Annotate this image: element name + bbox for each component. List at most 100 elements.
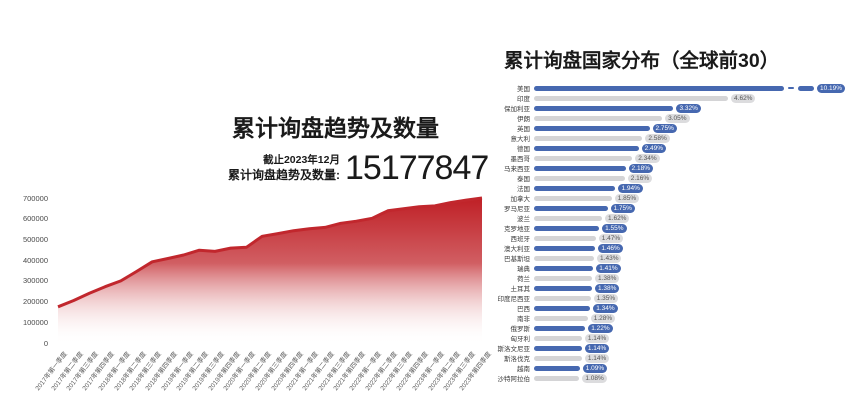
bar [534,365,580,371]
bar [534,205,608,211]
bar-value-badge: 1.46% [598,243,623,253]
bar-value-badge: 1.08% [582,373,607,383]
trend-total-labels: 截止2023年12月 累计询盘趋势及数量: [228,153,340,183]
bar-value-badge: 1.94% [618,183,643,193]
bar [534,105,674,111]
bar-category-label: 英国 [517,126,530,133]
bar-category-label: 克罗地亚 [504,226,530,233]
bar-row: 澳大利亚 1.46% [490,243,852,253]
total-value: 15177847 [345,149,489,187]
bar-category-label: 巴西 [517,306,530,313]
bar-track: 2.58% [534,133,852,143]
bar-row: 斯洛伐克 1.14% [490,353,852,363]
bar-value-badge: 4.62% [731,93,756,103]
bar-category-label: 印度 [517,96,530,103]
bar-category-label: 保加利亚 [504,106,530,113]
bar-row: 法国 1.94% [490,183,852,193]
bar-row: 瑞典 1.41% [490,263,852,273]
bar [534,345,582,351]
bar-track: 2.75% [534,123,852,133]
bar-category-label: 越南 [517,366,530,373]
bar-category-label: 匈牙利 [510,336,531,343]
bar [534,215,603,221]
bar-row: 荷兰 1.38% [490,273,852,283]
bar-value-badge: 1.38% [594,283,620,293]
bar-track: 1.55% [534,223,852,233]
bar-value-badge: 1.34% [593,303,618,313]
bar [534,145,639,151]
bar-track: 1.14% [534,353,852,363]
bar-row: 马来西亚 2.18% [490,163,852,173]
bar-track: 1.38% [534,283,852,293]
bar-track: 1.43% [534,253,852,263]
bar-category-label: 西班牙 [510,236,531,243]
bar-category-label: 法国 [517,186,530,193]
bar-row: 土耳其 1.38% [490,283,852,293]
bar-value-badge: 1.38% [594,273,620,283]
bar-category-label: 波兰 [517,216,530,223]
total-label: 累计询盘趋势及数量: [228,168,340,182]
bar [534,255,595,261]
bar-track: 2.18% [534,163,852,173]
bar-value-badge: 2.58% [645,133,670,143]
bar-row: 波兰 1.62% [490,213,852,223]
bar [534,135,643,141]
bar-category-label: 意大利 [510,136,531,143]
bar-category-label: 墨西哥 [510,156,531,163]
bar-track: 1.35% [534,293,852,303]
bar [534,95,729,101]
trend-chart-title: 累计询盘趋势及数量 [232,115,439,142]
area-fill [58,198,482,343]
bar-value-badge: 3.05% [665,113,690,123]
bar [534,195,612,201]
y-axis-tick-label: 600000 [22,214,48,224]
bar-category-label: 澳大利亚 [504,246,530,253]
bar-category-label: 罗马尼亚 [504,206,530,213]
bar-track: 1.75% [534,203,852,213]
bar-end-segment [798,85,814,91]
bar-value-badge: 1.22% [588,323,613,333]
area-chart-svg [57,196,483,343]
y-axis-tick-label: 100000 [22,317,48,327]
bar-row: 越南 1.09% [490,363,852,373]
bar-row: 美国 10.19% [490,83,852,93]
bar-category-label: 巴基斯坦 [504,256,530,263]
bar-track: 1.09% [534,363,852,373]
bar [534,375,580,381]
bar-row: 巴西 1.34% [490,303,852,313]
bar-row: 意大利 2.58% [490,133,852,143]
area-chart [55,188,485,348]
bar-track: 1.38% [534,273,852,283]
bar [534,235,596,241]
bar-category-label: 德国 [517,146,530,153]
bar-value-badge: 2.18% [628,163,653,173]
bar-row: 沙特阿拉伯 1.08% [490,373,852,383]
bar-row: 泰国 2.16% [490,173,852,183]
bar [534,335,582,341]
bar-track: 2.49% [534,143,852,153]
bar-category-label: 沙特阿拉伯 [497,376,531,383]
bar-category-label: 泰国 [517,176,530,183]
bar-category-label: 南非 [517,316,530,323]
bar-track: 1.34% [534,303,852,313]
trend-total-block: 截止2023年12月 累计询盘趋势及数量: 15177847 [228,149,489,187]
y-axis-tick-label: 300000 [22,276,48,286]
bar-row: 印度 4.62% [490,93,852,103]
y-axis-tick-label: 500000 [22,234,48,244]
bar-track: 1.28% [534,313,852,323]
bar-row: 罗马尼亚 1.75% [490,203,852,213]
bar-row: 克罗地亚 1.55% [490,223,852,233]
bar [534,125,650,131]
bar-value-badge: 1.28% [590,313,616,323]
bar-row: 墨西哥 2.34% [490,153,852,163]
bar [534,355,582,361]
bar [534,225,600,231]
bar-row: 保加利亚 3.32% [490,103,852,113]
bar-value-badge: 1.43% [597,253,622,263]
bar [534,275,592,281]
bar-track: 1.14% [534,343,852,353]
bar-value-badge: 1.14% [584,333,610,343]
bar-category-label: 土耳其 [510,286,531,293]
bar [534,295,591,301]
bar [534,85,784,91]
